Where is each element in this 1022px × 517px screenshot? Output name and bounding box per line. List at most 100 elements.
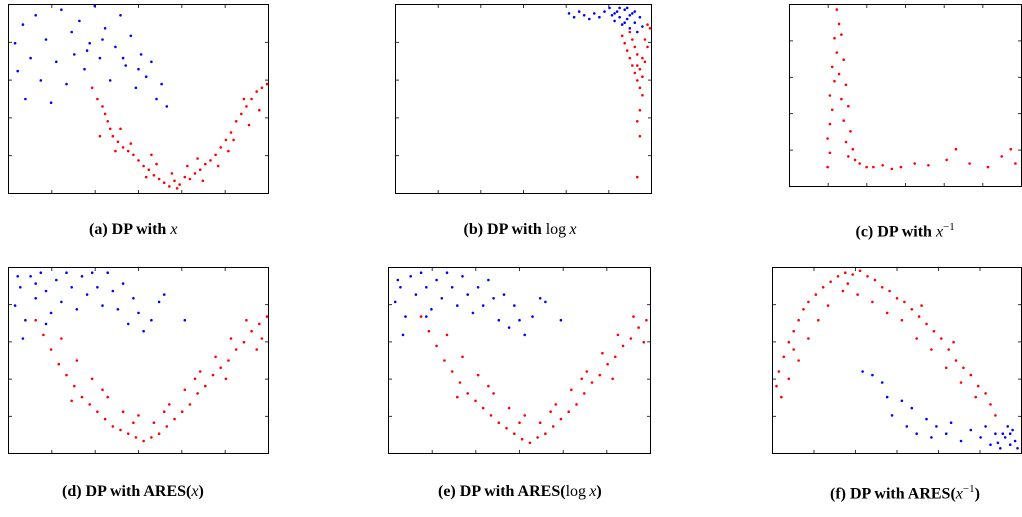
blue-cluster-point: [523, 333, 526, 337]
blue-cluster-point: [78, 19, 81, 23]
blue-cluster-point: [65, 82, 68, 86]
red-cluster-point: [636, 120, 639, 123]
blue-cluster-point: [34, 282, 37, 285]
blue-cluster-point: [60, 8, 63, 11]
blue-cluster-point: [633, 21, 637, 25]
red-cluster-point: [116, 140, 120, 144]
subfigure-caption: (e) DP with ARES(log x): [438, 483, 602, 500]
blue-cluster-point: [502, 293, 506, 296]
red-cluster-point: [959, 381, 963, 384]
blue-cluster-point: [620, 23, 624, 26]
red-cluster-point: [917, 315, 921, 318]
red-cluster-point: [787, 340, 791, 344]
red-cluster-point: [232, 138, 235, 142]
blue-cluster-point: [55, 278, 58, 282]
red-cluster-point: [844, 271, 847, 274]
red-cluster-point: [646, 23, 649, 26]
red-cluster-point: [427, 329, 431, 333]
red-cluster-point: [240, 112, 243, 116]
red-cluster-point: [846, 282, 850, 285]
red-cluster-point: [830, 65, 834, 69]
red-cluster-point: [168, 185, 171, 188]
plot-frame: [388, 267, 651, 454]
red-cluster-point: [787, 377, 791, 381]
red-cluster-point: [523, 414, 526, 417]
blue-cluster-point: [70, 286, 73, 289]
blue-cluster-point: [618, 6, 621, 10]
red-cluster-point: [196, 157, 199, 160]
red-cluster-point: [258, 108, 261, 112]
scatter-panel-1: [395, 4, 652, 194]
red-cluster-point: [258, 322, 261, 326]
blue-cluster-point: [900, 399, 904, 403]
red-cluster-point: [466, 392, 469, 395]
blue-cluster-point: [905, 425, 909, 428]
red-cluster-point: [180, 410, 184, 413]
blue-cluster-point: [1008, 432, 1012, 435]
blue-cluster-point: [440, 297, 444, 300]
blue-cluster-point: [1003, 436, 1007, 439]
red-cluster-point: [121, 146, 125, 149]
red-cluster-point: [245, 105, 248, 108]
red-cluster-point: [461, 355, 464, 359]
red-cluster-point: [157, 432, 161, 435]
blue-cluster-point: [183, 318, 187, 322]
blue-cluster-point: [124, 64, 127, 67]
red-cluster-point: [844, 140, 848, 144]
red-cluster-point: [1000, 155, 1003, 158]
red-cluster-point: [899, 165, 903, 169]
red-cluster-point: [96, 410, 99, 413]
red-cluster-point: [211, 373, 215, 377]
blue-cluster-point: [114, 45, 117, 49]
blue-cluster-point: [430, 308, 433, 311]
blue-cluster-point: [44, 289, 48, 293]
blue-cluster-point: [126, 322, 130, 326]
red-cluster-point: [940, 337, 943, 340]
red-cluster-point: [103, 112, 107, 116]
blue-cluster-point: [435, 278, 438, 282]
blue-cluster-point: [631, 12, 634, 15]
red-cluster-point: [777, 370, 781, 373]
blue-cluster-point: [1011, 428, 1014, 432]
plot-frame: [8, 4, 269, 194]
red-cluster-point: [219, 146, 222, 149]
red-cluster-point: [807, 337, 810, 340]
red-cluster-point: [132, 421, 135, 424]
blue-cluster-point: [625, 6, 629, 10]
red-cluster-point: [458, 381, 462, 384]
red-cluster-point: [645, 318, 648, 322]
scatter-plot: [8, 4, 269, 194]
blue-cluster-point: [21, 23, 25, 26]
blue-cluster-point: [404, 315, 407, 318]
red-cluster-point: [134, 436, 138, 439]
red-cluster-point: [255, 348, 258, 351]
red-cluster-point: [168, 403, 171, 406]
blue-cluster-point: [44, 38, 48, 41]
red-cluster-point: [851, 273, 854, 276]
red-cluster-point: [492, 392, 495, 395]
red-cluster-point: [871, 300, 874, 304]
red-cluster-point: [895, 297, 899, 300]
red-cluster-point: [137, 159, 140, 162]
blue-cluster-point: [445, 271, 449, 274]
red-cluster-point: [828, 94, 832, 97]
red-cluster-point: [580, 377, 583, 381]
blue-cluster-point: [910, 406, 914, 410]
blue-cluster-point: [582, 14, 586, 17]
red-cluster-point: [65, 373, 68, 377]
red-cluster-point: [481, 406, 485, 410]
blue-cluster-point: [1008, 443, 1012, 446]
red-cluster-point: [229, 337, 233, 340]
red-cluster-point: [75, 359, 79, 362]
blue-cluster-point: [16, 69, 19, 73]
scatter-plot: [8, 267, 269, 454]
blue-cluster-point: [572, 15, 576, 19]
red-cluster-point: [968, 162, 971, 165]
red-cluster-point: [559, 417, 563, 421]
red-cluster-point: [90, 377, 94, 381]
red-cluster-point: [186, 164, 189, 168]
red-cluster-point: [631, 64, 634, 67]
blue-cluster-point: [518, 318, 521, 322]
red-cluster-point: [538, 421, 542, 424]
blue-cluster-point: [1013, 439, 1017, 443]
